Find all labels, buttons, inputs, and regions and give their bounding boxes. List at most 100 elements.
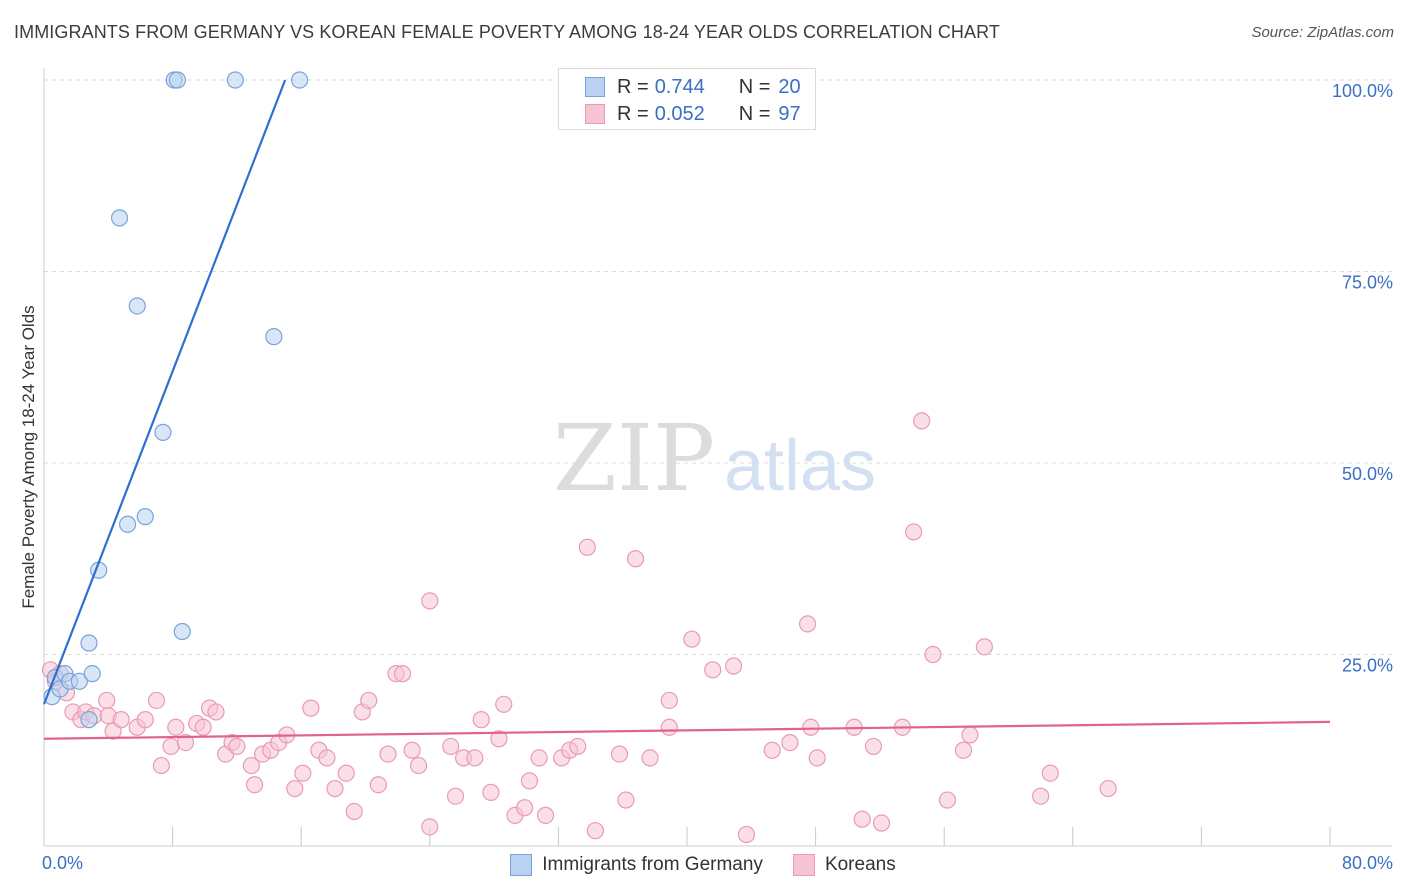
korean-point [421, 592, 439, 610]
legend-r-label: R = [617, 75, 649, 98]
korean-point [403, 741, 421, 759]
korean-point [520, 772, 539, 790]
germany-trendline [42, 79, 287, 705]
korean-point [808, 749, 826, 767]
watermark: ZIP atlas [553, 405, 876, 512]
korean-point [369, 776, 387, 794]
tick-labels: 25.0% 50.0% 75.0% 100.0% 0.0% 80.0% Female Pov… [19, 81, 1393, 873]
korean-point [379, 745, 397, 763]
korean-point [1041, 764, 1059, 782]
korean-point [516, 799, 534, 817]
korean-point [617, 791, 635, 809]
y-tick-label: 25.0% [1342, 656, 1393, 676]
korean-point [660, 718, 678, 736]
korean-point [763, 741, 781, 759]
korean-point [961, 726, 979, 744]
korean-point [112, 711, 130, 729]
germany-point [110, 209, 129, 227]
legend-r-label: R = [617, 102, 649, 125]
legend-swatch-blue [585, 77, 605, 97]
korean-point [626, 550, 645, 568]
korean-point [872, 814, 891, 832]
legend-item-germany[interactable]: Immigrants from Germany [510, 854, 763, 876]
korean-point [683, 630, 701, 648]
korean-point [98, 691, 116, 710]
korean-point [446, 787, 465, 805]
korean-point [245, 776, 264, 794]
grid-layer [44, 79, 1392, 655]
legend-n-label: N = [738, 102, 771, 125]
korean-point [286, 779, 304, 798]
legend-label-koreans: Koreans [824, 854, 896, 875]
korean-point [393, 665, 412, 683]
germany-point [173, 622, 191, 641]
germany-point [265, 328, 283, 346]
germany-point [118, 515, 137, 533]
chart-title: IMMIGRANTS FROM GERMANY VS KOREAN FEMALE… [14, 22, 1001, 42]
korean-point [136, 711, 154, 729]
korean-point [242, 756, 260, 775]
korean-point [318, 749, 336, 767]
germany-point [128, 297, 146, 315]
legend-r-value: 0.052 [654, 102, 705, 125]
korean-point [326, 779, 344, 798]
y-tick-label: 50.0% [1342, 464, 1393, 484]
korean-point [913, 412, 931, 430]
korean-point [798, 615, 817, 633]
germany-point [136, 508, 154, 526]
korean-point [924, 645, 942, 664]
korean-point [147, 691, 166, 710]
y-axis-label: Female Poverty Among 18-24 Year Olds [19, 305, 38, 608]
legend-row-koreans: R = 0.052 N = 97 [585, 101, 801, 127]
korean-point [337, 764, 355, 782]
germany-point [290, 71, 309, 89]
x-tick-label: 80.0% [1342, 853, 1393, 873]
x-tick-label: 0.0% [42, 853, 83, 873]
korean-point [466, 749, 484, 767]
korean-point [207, 703, 225, 721]
korean-point [802, 718, 820, 736]
germany-point [70, 672, 88, 690]
germany-points [43, 71, 309, 729]
korean-point [610, 745, 629, 763]
legend-row-germany: R = 0.744 N = 20 [585, 74, 801, 100]
legend-n-label: N = [738, 75, 771, 98]
korean-point [194, 718, 212, 736]
legend-swatch-blue [510, 854, 533, 876]
korean-point [853, 810, 871, 828]
korean-point [737, 825, 756, 844]
korean-point [536, 806, 555, 824]
korean-point [704, 661, 722, 679]
koreans-points [41, 412, 1117, 844]
korean-point [294, 764, 312, 782]
legend-label-germany: Immigrants from Germany [542, 854, 763, 875]
legend-r-value: 0.744 [654, 75, 705, 98]
korean-point [152, 756, 170, 775]
korean-point [302, 699, 320, 717]
y-tick-label: 75.0% [1342, 273, 1393, 293]
korean-point [482, 783, 500, 801]
korean-point [954, 741, 973, 759]
legend-swatch-pink [792, 854, 815, 876]
germany-point [168, 71, 187, 89]
germany-point [80, 711, 98, 729]
korean-point [1099, 779, 1117, 798]
korean-point [578, 538, 596, 556]
series-legend: Immigrants from Germany Koreans [0, 852, 1406, 878]
legend-item-koreans[interactable]: Koreans [792, 854, 896, 876]
stats-legend: R = 0.744 N = 20 R = 0.052 N = 97 [558, 68, 816, 130]
korean-point [660, 691, 678, 710]
watermark-atlas: atlas [724, 426, 876, 506]
legend-swatch-pink [585, 104, 605, 124]
korean-point [360, 691, 378, 710]
korean-point [1032, 787, 1050, 805]
source-label: Source: ZipAtlas.com [1251, 24, 1394, 41]
germany-point [80, 634, 98, 652]
germany-point [83, 665, 101, 683]
trendlines [42, 79, 1331, 740]
korean-point [864, 737, 883, 756]
korean-point [442, 737, 460, 756]
korean-point [641, 749, 659, 767]
korean-point [975, 638, 993, 656]
